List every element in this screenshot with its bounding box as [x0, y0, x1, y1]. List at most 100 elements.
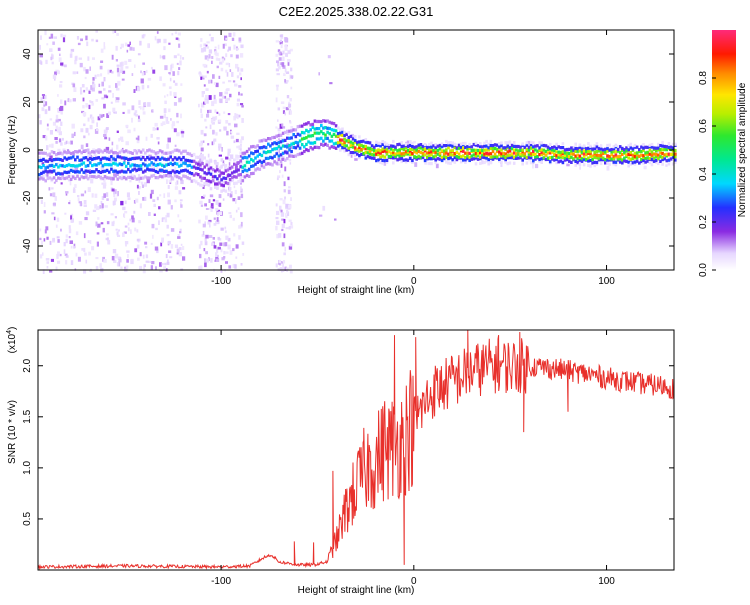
spectrogram-noise-cell: [413, 140, 416, 144]
spectrogram-noise-cell: [383, 160, 387, 166]
spectrogram-ridge-cell: [114, 151, 117, 155]
spectrogram-noise-cell: [236, 145, 240, 149]
spectrogram-ridge-cell: [396, 149, 399, 153]
spectrogram-ridge-cell: [495, 149, 499, 153]
spectrogram-noise-cell: [227, 192, 229, 197]
spectrogram-ridge-cell: [356, 152, 359, 156]
spectrogram-noise-cell: [277, 61, 280, 67]
spectrogram-noise-cell: [198, 265, 203, 269]
spectrogram-noise-cell: [133, 127, 136, 132]
spectrogram-ridge-cell: [485, 159, 488, 163]
spectrogram-noise-cell: [152, 69, 156, 74]
spectrogram-noise-cell: [51, 143, 54, 148]
spectrogram-ridge-cell: [105, 157, 109, 161]
spectrogram-ridge-cell: [563, 151, 567, 155]
spectrogram-noise-cell: [115, 98, 118, 103]
spectrogram-ridge-cell: [625, 159, 628, 163]
spectrogram-ridge-cell: [504, 160, 507, 164]
spectrogram-noise-cell: [532, 163, 534, 169]
spectrogram-noise-cell: [230, 177, 234, 182]
spectrogram-ridge-cell: [538, 157, 541, 162]
spectrogram-noise-cell: [125, 124, 129, 128]
spectrogram-ridge-cell: [103, 156, 107, 160]
spectrogram-noise-cell: [174, 244, 178, 248]
spectrogram-noise-cell: [208, 95, 212, 100]
spectrogram-noise-cell: [121, 139, 124, 142]
spectrogram-ridge-cell: [500, 148, 503, 152]
spectrogram-noise-cell: [41, 94, 45, 96]
spectrogram-ridge-cell: [349, 134, 353, 138]
spectrogram-ridge-cell: [468, 155, 471, 159]
spectrogram-noise-cell: [180, 113, 182, 119]
spectrogram-ridge-cell: [642, 154, 645, 158]
spectrogram-noise-cell: [211, 56, 214, 59]
spectrogram-noise-cell: [205, 215, 208, 220]
spectrogram-ridge-cell: [288, 154, 291, 158]
spectrogram-ridge-cell: [220, 183, 223, 187]
spectrogram-ridge-cell: [650, 142, 654, 147]
spectrogram-ridge-cell: [392, 161, 395, 165]
spectrogram-ridge-cell: [544, 157, 548, 162]
spectrogram-ridge-cell: [657, 146, 660, 150]
spectrogram-ridge-cell: [364, 144, 368, 149]
spectrogram-noise-cell: [59, 53, 61, 56]
spectrogram-noise-cell: [89, 124, 93, 130]
spectrogram-ridge-cell: [78, 158, 81, 162]
spectrogram-ridge-cell: [385, 149, 389, 153]
spectrogram-noise-cell: [240, 93, 243, 96]
spectrogram-ridge-cell: [95, 175, 98, 179]
spectrogram-noise-cell: [164, 100, 167, 104]
spectrogram-noise-cell: [43, 210, 46, 214]
spectrogram-ridge-cell: [493, 152, 497, 156]
spectrogram-noise-cell: [284, 68, 287, 73]
spectrogram-noise-cell: [90, 116, 95, 120]
spectrogram-ridge-cell: [343, 144, 346, 148]
spectrogram-noise-cell: [166, 261, 170, 265]
spectrogram-ridge-cell: [224, 169, 228, 173]
spectrogram-ridge-cell: [256, 144, 259, 148]
spectrogram-ridge-cell: [311, 141, 315, 145]
spectrogram-ridge-cell: [631, 147, 635, 151]
spectrogram-noise-cell: [285, 206, 288, 210]
spectrogram-ridge-cell: [44, 166, 47, 170]
spectrogram-noise-cell: [101, 203, 104, 209]
spectrogram-ridge-cell: [648, 148, 652, 152]
spectrogram-noise-cell: [284, 37, 288, 42]
spectrogram-ridge-cell: [224, 164, 228, 168]
spectrogram-noise-cell: [44, 109, 48, 115]
spectrogram-noise-cell: [163, 193, 166, 198]
spectrogram-noise-cell: [275, 203, 278, 207]
spectrogram-ridge-cell: [156, 155, 160, 160]
spectrogram-noise-cell: [57, 148, 61, 153]
spectrogram-ridge-cell: [177, 164, 181, 168]
spectrogram-ridge-cell: [186, 158, 189, 163]
spectrogram-noise-cell: [205, 88, 209, 91]
spectrogram-ridge-cell: [540, 141, 543, 145]
spectrogram-ridge-cell: [298, 133, 302, 137]
spectrogram-ridge-cell: [237, 180, 240, 184]
spectrogram-noise-cell: [198, 219, 201, 224]
spectrogram-ridge-cell: [55, 157, 58, 161]
spectrogram-ridge-cell: [192, 159, 196, 163]
spectrogram-noise-cell: [240, 212, 243, 218]
spectrogram-noise-cell: [157, 38, 161, 43]
spectrogram-ridge-cell: [341, 138, 344, 142]
spectrogram-ridge-cell: [84, 156, 88, 160]
spectrogram-noise-cell: [97, 74, 100, 77]
spectrogram-ridge-cell: [182, 161, 185, 165]
spectrogram-noise-cell: [116, 231, 119, 236]
spectrogram-noise-cell: [41, 173, 45, 178]
spectrogram-ridge-cell: [574, 163, 577, 167]
spectrogram-noise-cell: [240, 103, 244, 106]
spectrogram-ridge-cell: [180, 157, 183, 162]
spectrogram-ridge-cell: [438, 151, 442, 155]
spectrogram-noise-cell: [240, 193, 244, 199]
spectrogram-ridge-cell: [161, 175, 164, 179]
spectrogram-ridge-cell: [267, 142, 270, 146]
spectrogram-ridge-cell: [171, 158, 175, 162]
spectrogram-noise-cell: [207, 57, 210, 62]
spectrogram-noise-cell: [152, 199, 156, 202]
spectrogram-ridge-cell: [510, 156, 514, 160]
spectrogram-ylabel: Frequency (Hz): [7, 116, 18, 185]
spectrogram-ridge-cell: [146, 167, 149, 171]
